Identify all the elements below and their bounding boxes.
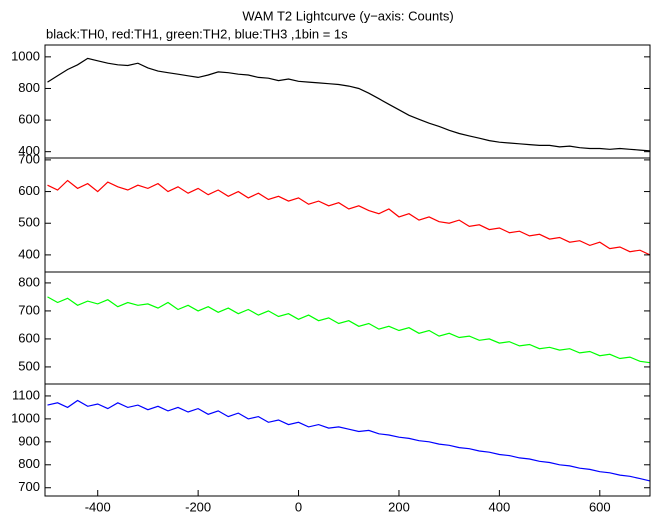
y-tick-label: 800 — [18, 80, 40, 95]
x-tick-label: 0 — [295, 499, 302, 514]
y-tick-label: 600 — [18, 330, 40, 345]
panel-frame — [44, 157, 651, 273]
x-tick-label: 200 — [388, 499, 410, 514]
series-line — [47, 179, 651, 256]
y-tick-label: 400 — [18, 143, 40, 158]
chart-subtitle: black:TH0, red:TH1, green:TH2, blue:TH3 … — [46, 26, 348, 41]
y-tick-label: 800 — [18, 274, 40, 289]
panel-frame — [44, 44, 651, 159]
series-line — [47, 57, 651, 152]
chart-title: WAM T2 Lightcurve (y−axis: Counts) — [242, 8, 453, 23]
y-tick-label: 400 — [18, 246, 40, 261]
y-tick-label: 800 — [18, 456, 40, 471]
x-tick-label: -200 — [185, 499, 211, 514]
y-tick-label: 1100 — [12, 387, 40, 402]
y-tick-label: 900 — [18, 433, 40, 448]
x-tick-label: 600 — [589, 499, 611, 514]
x-tick-label: 400 — [489, 499, 511, 514]
y-tick-label: 500 — [18, 215, 40, 230]
series-line — [47, 399, 651, 482]
y-tick-label: 600 — [18, 183, 40, 198]
y-tick-label: 700 — [18, 302, 40, 317]
panel-frame — [44, 271, 651, 385]
y-tick-label: 700 — [18, 151, 40, 166]
y-tick-label: 600 — [18, 112, 40, 127]
panel-frame — [44, 383, 651, 497]
y-tick-label: 1000 — [11, 48, 40, 63]
series-line — [47, 296, 651, 364]
y-tick-label: 500 — [18, 358, 40, 373]
y-tick-label: 1000 — [11, 410, 40, 425]
y-tick-label: 700 — [18, 479, 40, 494]
x-tick-label: -400 — [85, 499, 111, 514]
